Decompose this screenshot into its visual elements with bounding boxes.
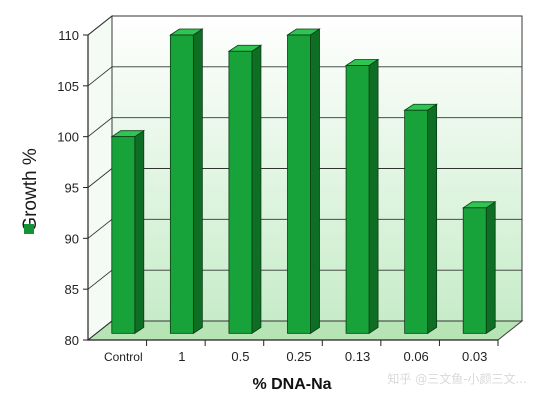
bar <box>169 28 204 335</box>
bar-side <box>310 28 320 335</box>
x-tick-label: Control <box>104 350 143 364</box>
y-tick-label: 95 <box>65 181 79 196</box>
y-tick-label: 85 <box>65 282 79 297</box>
bar-front <box>404 109 429 334</box>
y-tick-label: 105 <box>57 79 79 94</box>
y-axis-title-group: Growth % <box>20 148 41 232</box>
y-tick-labels: 80 85 90 95 100 105 110 <box>57 28 79 348</box>
bar-side <box>427 103 438 335</box>
x-tick-label: 0.5 <box>231 349 249 364</box>
bar-side <box>134 129 145 335</box>
y-tick-label: 100 <box>57 130 79 145</box>
bar <box>227 44 263 335</box>
bar-side <box>485 201 496 335</box>
bar <box>403 103 438 335</box>
y-tick-label: 80 <box>65 333 79 348</box>
x-axis-title: % DNA-Na <box>252 376 331 393</box>
bar-front <box>169 34 194 334</box>
x-tick-label: 0.13 <box>345 349 370 364</box>
bar-front <box>462 207 487 334</box>
axes <box>83 34 499 346</box>
bar-front <box>111 136 136 334</box>
bar <box>286 28 321 335</box>
x-tick-label: 0.06 <box>403 349 428 364</box>
watermark: 知乎 @三文鱼-小颜三文... <box>387 372 527 386</box>
y-tick-label: 110 <box>58 28 79 43</box>
bar-side <box>251 44 262 335</box>
x-tick-labels: Control 1 0.5 0.25 0.13 0.06 0.03 <box>104 349 487 364</box>
bar <box>461 201 497 335</box>
y-tick-label: 90 <box>65 231 79 246</box>
gridline <box>87 15 522 36</box>
bar-front <box>287 34 311 334</box>
bar-side <box>368 58 379 335</box>
gridline <box>87 117 522 138</box>
y-axis-title: Growth % <box>20 148 41 232</box>
bar <box>344 58 380 335</box>
gridline <box>87 66 522 87</box>
bar-front <box>345 65 370 334</box>
bar <box>110 129 146 335</box>
bar-side <box>192 28 203 335</box>
legend-swatch <box>24 224 34 234</box>
bars <box>110 28 497 335</box>
x-tick-label: 0.03 <box>462 349 487 364</box>
x-tick-label: 0.25 <box>286 349 311 364</box>
x-tick-label: 1 <box>178 349 185 364</box>
bar-front <box>228 50 253 334</box>
